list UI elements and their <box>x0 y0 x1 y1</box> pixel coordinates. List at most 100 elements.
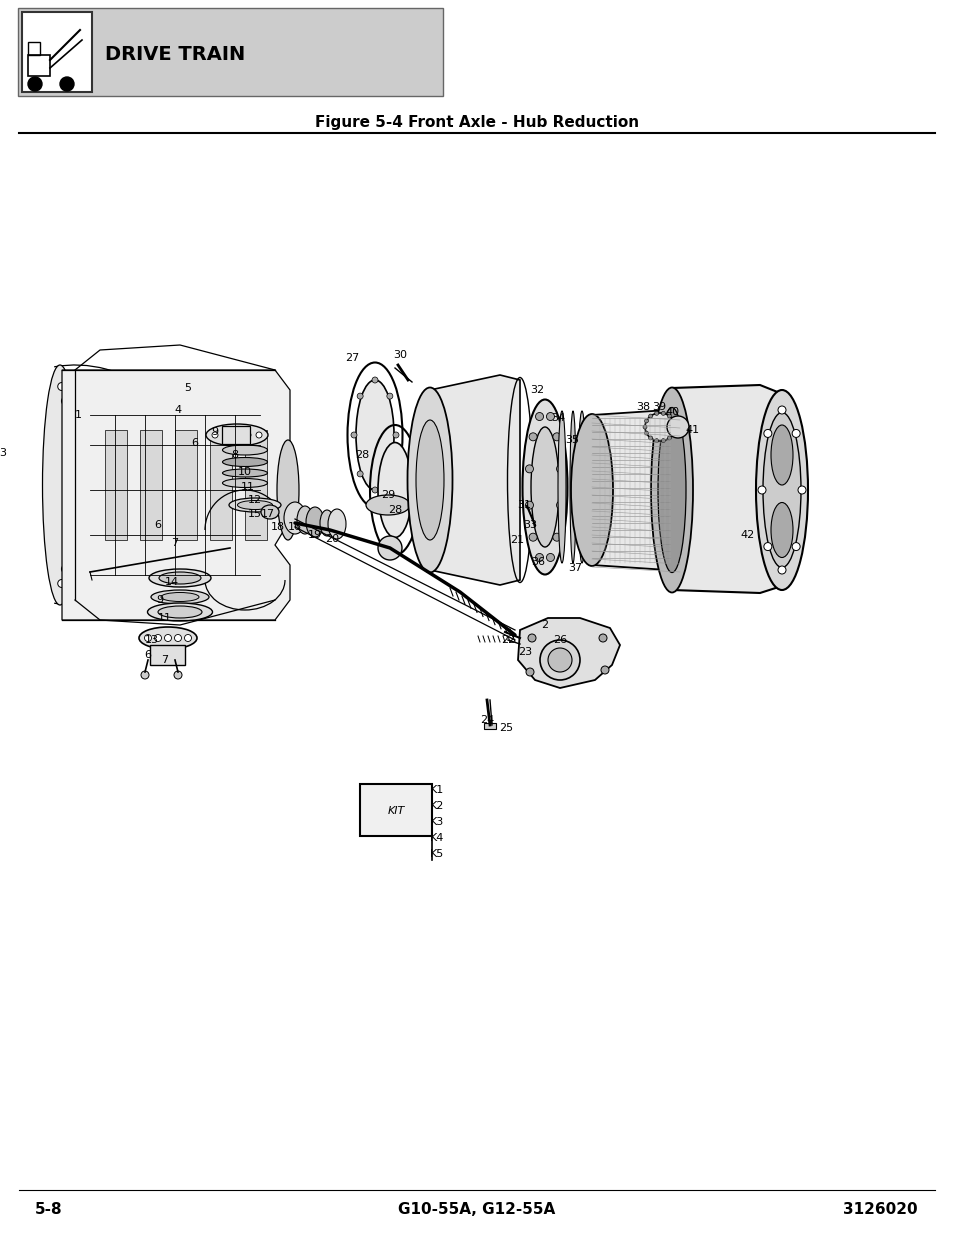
Text: 42: 42 <box>740 530 755 540</box>
Circle shape <box>553 534 560 541</box>
Circle shape <box>233 432 240 438</box>
Polygon shape <box>592 410 679 571</box>
Text: 15: 15 <box>248 509 262 519</box>
Text: 19: 19 <box>308 530 322 540</box>
Text: 26: 26 <box>553 635 566 645</box>
Circle shape <box>173 671 182 679</box>
Circle shape <box>245 432 251 438</box>
Bar <box>210 430 232 540</box>
Circle shape <box>556 464 564 473</box>
Circle shape <box>377 536 401 559</box>
Circle shape <box>529 432 537 441</box>
Ellipse shape <box>366 495 410 515</box>
Text: 5: 5 <box>184 383 192 393</box>
Text: 9: 9 <box>212 427 218 437</box>
Circle shape <box>791 430 800 437</box>
Ellipse shape <box>159 572 201 584</box>
Ellipse shape <box>755 390 807 590</box>
Bar <box>222 426 250 445</box>
Circle shape <box>61 564 70 573</box>
Circle shape <box>144 635 152 641</box>
Ellipse shape <box>148 603 213 621</box>
Ellipse shape <box>237 500 273 510</box>
Circle shape <box>648 414 652 419</box>
Bar <box>140 430 162 540</box>
Circle shape <box>763 542 771 551</box>
Text: K5: K5 <box>430 848 444 860</box>
Text: 29: 29 <box>380 490 395 500</box>
Ellipse shape <box>139 627 196 650</box>
Ellipse shape <box>569 411 576 563</box>
Circle shape <box>387 471 393 477</box>
Circle shape <box>553 432 560 441</box>
Circle shape <box>356 393 363 399</box>
Text: 3126020: 3126020 <box>842 1203 917 1218</box>
Circle shape <box>598 634 606 642</box>
Text: 40: 40 <box>665 408 679 417</box>
Circle shape <box>525 501 533 509</box>
Circle shape <box>672 425 677 429</box>
Circle shape <box>154 635 161 641</box>
Text: 30: 30 <box>393 350 407 359</box>
Ellipse shape <box>222 445 267 454</box>
Circle shape <box>660 411 664 415</box>
Text: KIT: KIT <box>387 806 404 816</box>
Ellipse shape <box>151 590 209 604</box>
Text: 33: 33 <box>522 520 537 530</box>
Text: 38: 38 <box>636 403 649 412</box>
Text: 24: 24 <box>479 715 494 725</box>
Polygon shape <box>62 370 290 620</box>
Ellipse shape <box>284 501 306 534</box>
Ellipse shape <box>578 411 585 563</box>
Circle shape <box>372 377 377 383</box>
Text: 4: 4 <box>174 405 181 415</box>
Text: 35: 35 <box>564 435 578 445</box>
Circle shape <box>393 432 398 438</box>
Ellipse shape <box>407 388 452 573</box>
Text: 3: 3 <box>0 448 7 458</box>
Text: 14: 14 <box>165 577 179 587</box>
Circle shape <box>525 464 533 473</box>
Circle shape <box>660 438 664 442</box>
Circle shape <box>356 471 363 477</box>
Bar <box>174 430 196 540</box>
Ellipse shape <box>666 416 688 438</box>
Text: 37: 37 <box>567 563 581 573</box>
Circle shape <box>174 635 181 641</box>
Ellipse shape <box>531 427 558 547</box>
Text: 11: 11 <box>158 613 172 622</box>
Text: 23: 23 <box>517 647 532 657</box>
Ellipse shape <box>328 509 346 538</box>
Ellipse shape <box>149 569 211 587</box>
Bar <box>359 784 432 836</box>
Text: 7: 7 <box>161 655 169 664</box>
Ellipse shape <box>654 435 681 545</box>
Text: 22: 22 <box>500 635 515 645</box>
Circle shape <box>529 534 537 541</box>
Circle shape <box>525 668 534 676</box>
Text: 9: 9 <box>156 595 163 605</box>
Circle shape <box>535 553 543 562</box>
Text: 36: 36 <box>531 557 544 567</box>
Ellipse shape <box>261 505 278 519</box>
Text: 16: 16 <box>288 522 302 532</box>
Circle shape <box>644 431 648 435</box>
Text: 28: 28 <box>388 505 402 515</box>
Circle shape <box>141 671 149 679</box>
Text: 41: 41 <box>685 425 700 435</box>
Bar <box>483 722 496 729</box>
Circle shape <box>212 432 218 438</box>
Text: 12: 12 <box>248 495 262 505</box>
Text: 32: 32 <box>529 385 543 395</box>
Circle shape <box>184 635 192 641</box>
Circle shape <box>64 537 72 546</box>
Bar <box>150 645 185 664</box>
Ellipse shape <box>644 412 675 441</box>
Circle shape <box>539 640 579 680</box>
Text: 1: 1 <box>74 410 81 420</box>
Circle shape <box>546 412 554 421</box>
Ellipse shape <box>658 408 685 573</box>
Circle shape <box>654 438 658 442</box>
Circle shape <box>535 412 543 421</box>
Text: 31: 31 <box>517 500 531 510</box>
